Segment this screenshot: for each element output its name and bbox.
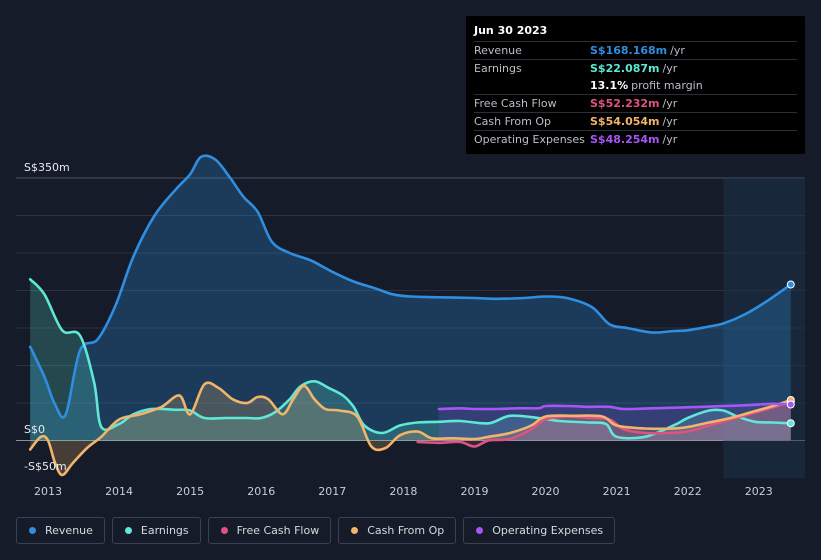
line-operating-expenses bbox=[437, 402, 793, 411]
x-tick-label: 2019 bbox=[460, 485, 488, 498]
line-cash-from-op bbox=[28, 381, 793, 477]
legend-dot-icon bbox=[476, 527, 484, 534]
forecast-region bbox=[723, 178, 805, 478]
legend-item-revenue[interactable]: Revenue bbox=[16, 517, 105, 544]
gridlines bbox=[16, 177, 805, 441]
tooltip-label: Revenue bbox=[474, 44, 522, 57]
tooltip-label: Cash From Op bbox=[474, 115, 552, 128]
legend-label: Operating Expenses bbox=[492, 524, 604, 537]
y-label-bottom: -S$50m bbox=[24, 460, 67, 473]
y-label-zero: S$0 bbox=[24, 423, 45, 436]
marker-operating-expenses bbox=[786, 400, 795, 409]
x-tick-label: 2015 bbox=[176, 485, 204, 498]
tooltip-value: S$54.054m bbox=[590, 115, 660, 128]
legend-label: Cash From Op bbox=[367, 524, 445, 537]
tooltip-row-revenue: Revenue S$168.168m /yr bbox=[474, 42, 797, 60]
tooltip-row-cfo: Cash From Op S$54.054m /yr bbox=[474, 113, 797, 131]
tooltip-value: S$48.254m bbox=[590, 133, 660, 146]
legend-label: Free Cash Flow bbox=[236, 524, 320, 537]
tooltip-row-earnings: Earnings S$22.087m /yr bbox=[474, 60, 797, 77]
legend-dot-icon bbox=[351, 527, 359, 534]
x-tick-label: 2023 bbox=[745, 485, 773, 498]
tooltip-date: Jun 30 2023 bbox=[474, 23, 797, 42]
tooltip-label: Free Cash Flow bbox=[474, 97, 557, 110]
legend-item-free-cash-flow[interactable]: Free Cash Flow bbox=[207, 517, 332, 544]
tooltip-value: S$168.168m bbox=[590, 44, 668, 57]
tooltip-label bbox=[474, 77, 590, 94]
tooltip-row-fcf: Free Cash Flow S$52.232m /yr bbox=[474, 95, 797, 113]
line-free-cash-flow bbox=[416, 400, 793, 448]
x-tick-label: 2016 bbox=[247, 485, 275, 498]
tooltip-unit: /yr bbox=[662, 62, 678, 75]
area-revenue bbox=[30, 155, 791, 441]
legend-dot-icon bbox=[124, 527, 132, 534]
tooltip-unit: /yr bbox=[662, 115, 678, 128]
tooltip-row-opex: Operating Expenses S$48.254m /yr bbox=[474, 131, 797, 148]
tooltip-unit: profit margin bbox=[631, 79, 703, 92]
tooltip-unit: /yr bbox=[670, 44, 685, 57]
tooltip-row-margin: 13.1% profit margin bbox=[474, 77, 797, 95]
legend-dot-icon bbox=[220, 527, 228, 534]
x-tick-label: 2018 bbox=[389, 485, 417, 498]
line-revenue bbox=[28, 154, 793, 419]
tooltip-label: Operating Expenses bbox=[474, 133, 585, 146]
legend-item-earnings[interactable]: Earnings bbox=[111, 517, 201, 544]
marker-earnings bbox=[786, 419, 795, 428]
x-tick-label: 2014 bbox=[105, 485, 133, 498]
x-tick-label: 2017 bbox=[318, 485, 346, 498]
tooltip-unit: /yr bbox=[662, 133, 678, 146]
legend: Revenue Earnings Free Cash Flow Cash Fro… bbox=[16, 517, 616, 544]
y-label-top: S$350m bbox=[24, 161, 70, 174]
legend-label: Revenue bbox=[45, 524, 93, 537]
tooltip-value: 13.1% bbox=[590, 79, 629, 92]
tooltip-unit: /yr bbox=[662, 97, 678, 110]
hover-tooltip: Jun 30 2023 Revenue S$168.168m /yr Earni… bbox=[466, 16, 805, 154]
tooltip-value: S$52.232m bbox=[590, 97, 660, 110]
tooltip-label: Earnings bbox=[474, 62, 522, 75]
tooltip-value: S$22.087m bbox=[590, 62, 660, 75]
legend-item-operating-expenses[interactable]: Operating Expenses bbox=[463, 517, 616, 544]
marker-revenue bbox=[786, 280, 795, 289]
legend-label: Earnings bbox=[140, 524, 189, 537]
x-axis-ticks: 2013 2014 2015 2016 2017 2018 2019 2020 2021 2022… bbox=[34, 485, 773, 498]
x-tick-label: 2021 bbox=[603, 485, 631, 498]
legend-dot-icon bbox=[29, 527, 36, 534]
end-markers bbox=[786, 280, 795, 428]
legend-item-cash-from-op[interactable]: Cash From Op bbox=[338, 517, 457, 544]
x-tick-label: 2020 bbox=[532, 485, 560, 498]
x-tick-label: 2022 bbox=[674, 485, 702, 498]
x-tick-label: 2013 bbox=[34, 485, 62, 498]
series-lines bbox=[28, 154, 793, 477]
area-cash-from-op bbox=[30, 382, 791, 475]
